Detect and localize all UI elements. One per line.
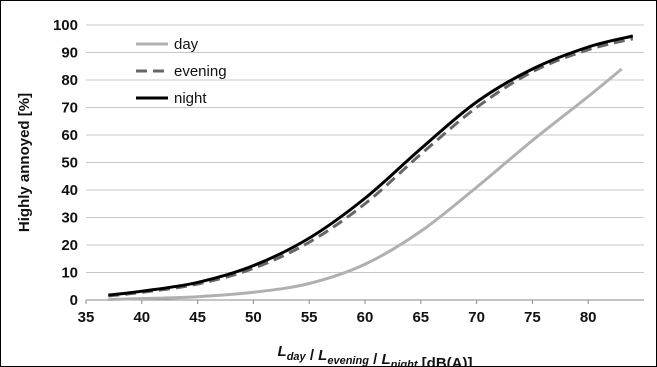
- x-axis-title-subscript: evening: [327, 355, 369, 366]
- y-axis-title: Highly annoyed [%]: [16, 93, 33, 232]
- legend-label-evening: evening: [174, 63, 227, 80]
- y-tick-label: 60: [61, 127, 78, 144]
- legend-label-night: night: [174, 90, 207, 107]
- x-tick-label: 75: [524, 309, 541, 326]
- y-tick-label: 10: [61, 265, 78, 282]
- x-axis-title-subscript: night: [391, 359, 419, 366]
- y-tick-label: 20: [61, 237, 78, 254]
- x-axis-title-part: L: [318, 347, 327, 364]
- series-line-evening: [108, 37, 634, 298]
- axes-layer: 0 10 20 30 40 50 60 70 80 90 100 35 40 45 50 55 60 65 70 75…: [53, 17, 644, 326]
- y-tick-label: 80: [61, 72, 78, 89]
- series-line-day: [108, 67, 623, 301]
- series-line-night: [108, 34, 634, 297]
- x-tick-label: 80: [580, 309, 597, 326]
- x-axis-title-part: /: [369, 351, 382, 366]
- x-tick-label: 70: [468, 309, 485, 326]
- y-tick-label: 0: [70, 292, 78, 309]
- x-tick-label: 60: [357, 309, 374, 326]
- y-tick-label: 100: [53, 17, 78, 34]
- x-axis-title-part: [dB(A)]: [418, 355, 473, 366]
- x-axis-title: Lday / Levening / Lnight [dB(A)]: [278, 343, 473, 366]
- legend-label-day: day: [174, 36, 199, 53]
- y-tick-label: 70: [61, 100, 78, 117]
- grid-layer: [86, 24, 644, 273]
- x-axis-title-part: L: [278, 343, 287, 360]
- y-tick-label: 40: [61, 182, 78, 199]
- y-tick-label: 50: [61, 155, 78, 172]
- y-tick-label: 30: [61, 210, 78, 227]
- y-tick-label: 90: [61, 45, 78, 62]
- x-tick-label: 55: [301, 309, 318, 326]
- x-tick-label: 50: [245, 309, 262, 326]
- x-tick-label: 45: [189, 309, 206, 326]
- x-axis-title-subscript: day: [287, 351, 307, 363]
- x-tick-label: 35: [78, 309, 95, 326]
- series-layer: [108, 34, 634, 301]
- legend: day evening night: [136, 36, 227, 107]
- x-axis-title-part: L: [381, 351, 390, 366]
- x-axis-title-part: /: [306, 347, 319, 364]
- x-tick-label: 40: [133, 309, 150, 326]
- x-tick-label: 65: [412, 309, 429, 326]
